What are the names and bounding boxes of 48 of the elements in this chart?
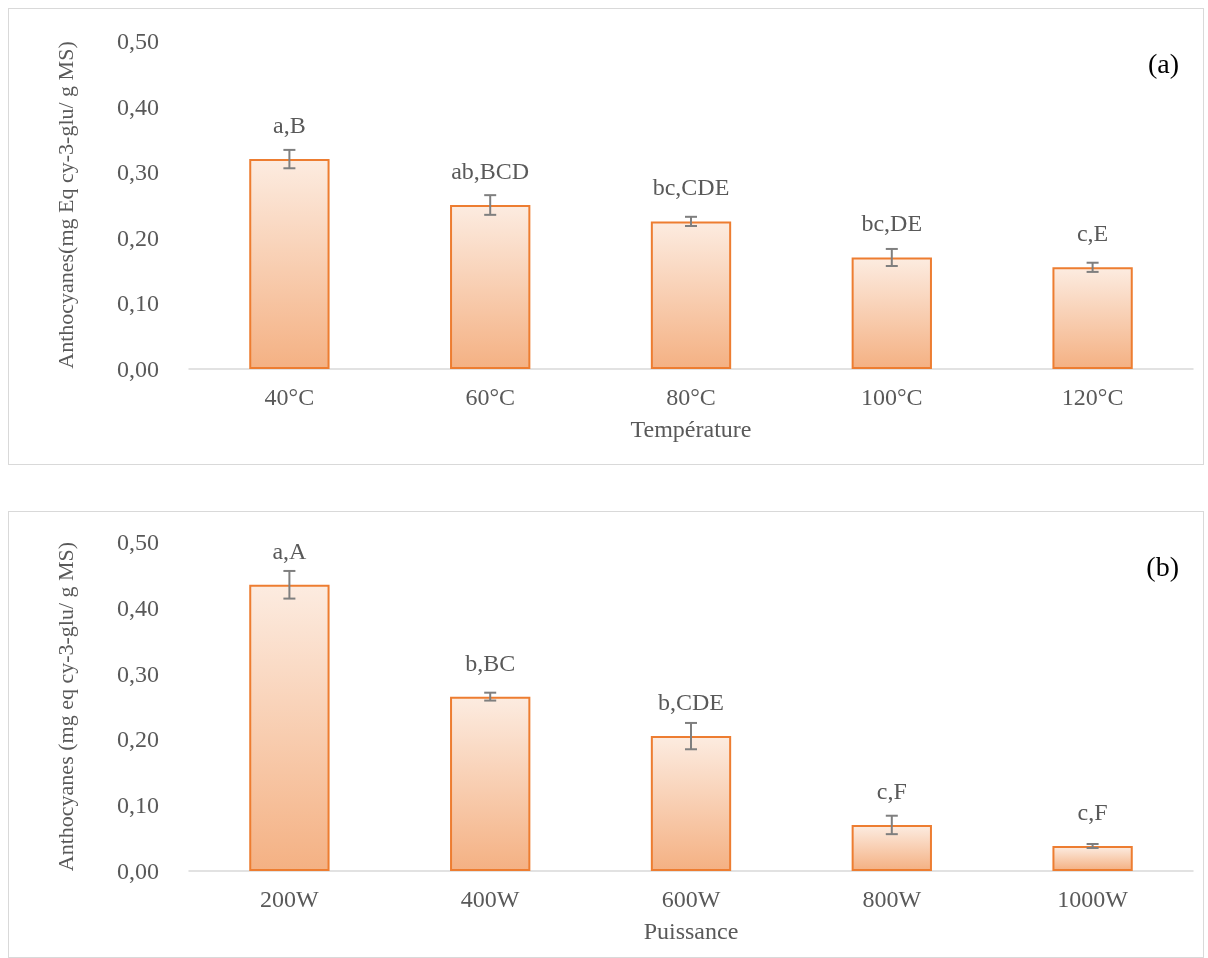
y-tick-label: 0,10 bbox=[117, 792, 159, 819]
y-tick-label: 0,00 bbox=[117, 858, 159, 884]
x-tick-label: 200W bbox=[260, 886, 320, 912]
x-tick-label: 1000W bbox=[1057, 886, 1129, 912]
y-tick-label: 0,40 bbox=[117, 93, 159, 120]
y-tick-label: 0,40 bbox=[117, 594, 159, 621]
data-label: ab,BCD bbox=[451, 158, 530, 184]
bar bbox=[851, 824, 932, 871]
data-label: c,E bbox=[1076, 220, 1109, 247]
y-tick-label: 0,30 bbox=[117, 660, 159, 687]
bar bbox=[450, 696, 531, 871]
y-tick-label: 0,20 bbox=[117, 224, 159, 251]
x-tick-label: 100°C bbox=[861, 384, 923, 410]
y-tick-label: 0,20 bbox=[117, 726, 159, 753]
data-label: c,F bbox=[1077, 799, 1108, 825]
x-axis-title: Puissance bbox=[643, 918, 739, 944]
bar bbox=[249, 159, 330, 369]
annotation: (a) bbox=[1147, 47, 1179, 79]
bar bbox=[650, 221, 732, 369]
x-tick-label: 120°C bbox=[1061, 384, 1124, 410]
data-label: a,A bbox=[272, 537, 308, 564]
y-tick-label: 0,50 bbox=[117, 28, 159, 54]
annotation: (b) bbox=[1146, 550, 1180, 582]
bar bbox=[1052, 846, 1133, 871]
x-tick-label: 60°C bbox=[465, 384, 515, 410]
bar bbox=[851, 257, 932, 369]
y-axis-title: Anthocyanes (mg eq cy-3-glu/ g MS) bbox=[52, 541, 78, 872]
y-axis-title: Anthocyanes(mg Eq cy-3-glu/ g MS) bbox=[52, 41, 78, 369]
data-label: a,B bbox=[273, 112, 306, 139]
bar bbox=[1052, 267, 1133, 369]
data-label: b,BC bbox=[465, 649, 516, 676]
x-tick-label: 40°C bbox=[264, 384, 315, 410]
x-tick-label: 600W bbox=[661, 886, 721, 912]
y-tick-label: 0,30 bbox=[117, 159, 159, 186]
bar bbox=[650, 736, 732, 871]
bar bbox=[249, 584, 330, 871]
x-axis-title: Température bbox=[630, 416, 752, 442]
data-label: c,F bbox=[876, 777, 907, 804]
y-tick-label: 0,50 bbox=[117, 529, 159, 555]
data-label: bc,CDE bbox=[652, 174, 730, 201]
data-label: b,CDE bbox=[658, 689, 724, 716]
y-tick-label: 0,00 bbox=[117, 356, 159, 382]
y-tick-label: 0,10 bbox=[117, 290, 159, 317]
data-label: bc,DE bbox=[861, 210, 923, 237]
x-tick-label: 800W bbox=[862, 886, 922, 912]
bar bbox=[450, 205, 531, 369]
x-tick-label: 400W bbox=[460, 886, 520, 912]
x-tick-label: 80°C bbox=[666, 384, 716, 410]
